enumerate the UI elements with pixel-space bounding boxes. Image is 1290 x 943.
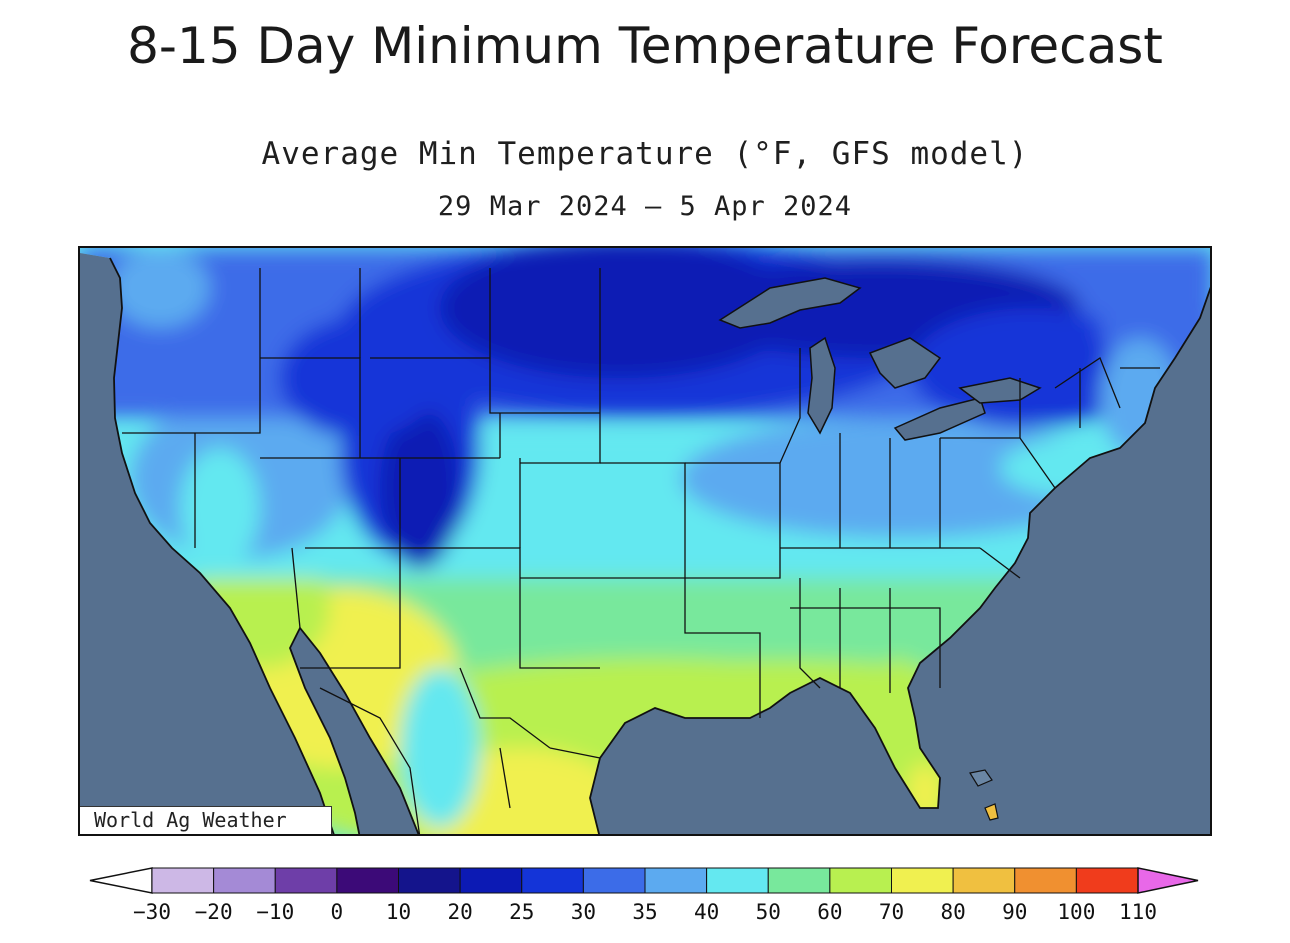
great-lakes bbox=[718, 277, 1042, 441]
legend-tick-label: 0 bbox=[331, 900, 344, 924]
map-credit: World Ag Weather bbox=[80, 806, 332, 834]
legend-colorbar: −30 −20 −10 0 10 20 25 30 35 40 50 60 70 80 90 100 110 bbox=[89, 867, 1199, 924]
map-date-range: 29 Mar 2024 – 5 Apr 2024 bbox=[437, 191, 853, 222]
legend-swatch bbox=[952, 867, 1016, 894]
legend-swatch bbox=[767, 867, 831, 894]
temperature-map bbox=[78, 246, 1212, 836]
legend-swatch bbox=[151, 867, 215, 894]
legend-tick-label: 70 bbox=[879, 900, 904, 924]
map-canvas bbox=[80, 248, 1210, 834]
legend-tick-label: 50 bbox=[756, 900, 781, 924]
legend-tick-label: 80 bbox=[940, 900, 965, 924]
legend-swatch bbox=[459, 867, 523, 894]
state-boundaries bbox=[122, 268, 1160, 834]
legend-arrow-low bbox=[89, 867, 153, 894]
legend-swatch bbox=[1014, 867, 1077, 894]
legend-swatch bbox=[891, 867, 954, 894]
legend-swatch bbox=[1075, 867, 1139, 894]
legend-swatch bbox=[706, 867, 769, 894]
legend-swatch bbox=[829, 867, 892, 894]
page-title: 8-15 Day Minimum Temperature Forecast bbox=[127, 17, 1163, 75]
temperature-field bbox=[80, 248, 1210, 834]
legend-swatch bbox=[582, 867, 646, 894]
legend-tick-label: 90 bbox=[1002, 900, 1027, 924]
legend-swatch bbox=[274, 867, 338, 894]
legend-swatch bbox=[213, 867, 276, 894]
legend-tick-label: 30 bbox=[571, 900, 596, 924]
legend-tick-label: 60 bbox=[817, 900, 842, 924]
legend-tick-label: 25 bbox=[509, 900, 534, 924]
legend-tick-label: 35 bbox=[632, 900, 657, 924]
coastline bbox=[109, 257, 1210, 834]
legend-tick-label: 10 bbox=[386, 900, 411, 924]
legend-tick-label: −10 bbox=[256, 900, 294, 924]
legend-swatch bbox=[644, 867, 708, 894]
legend-arrow-high bbox=[1137, 867, 1199, 894]
legend-tick-label: 100 bbox=[1057, 900, 1095, 924]
legend-tick-label: 40 bbox=[694, 900, 719, 924]
color-legend: −30 −20 −10 0 10 20 25 30 35 40 50 60 70 80 90 100 110 bbox=[88, 866, 1202, 938]
legend-swatch bbox=[398, 867, 461, 894]
islands bbox=[969, 769, 999, 821]
legend-tick-label: 20 bbox=[447, 900, 472, 924]
legend-tick-label: −20 bbox=[195, 900, 233, 924]
legend-tick-label: −30 bbox=[133, 900, 171, 924]
map-title: Average Min Temperature (°F, GFS model) bbox=[261, 136, 1029, 172]
legend-swatch bbox=[521, 867, 584, 894]
legend-tick-label: 110 bbox=[1119, 900, 1157, 924]
legend-swatch bbox=[336, 867, 399, 894]
